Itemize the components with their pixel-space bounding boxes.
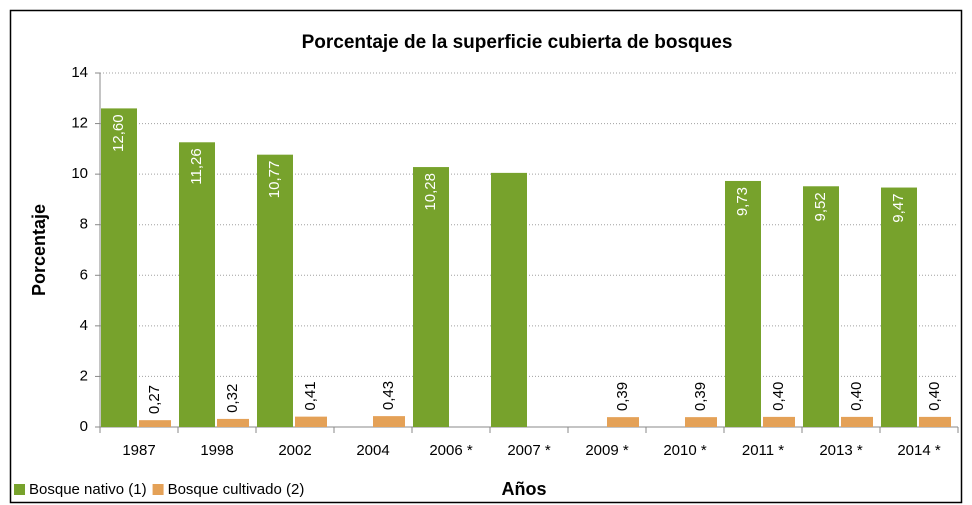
data-label: 0,39	[614, 382, 631, 411]
data-label: 0,40	[848, 382, 865, 411]
y-tick-label: 8	[80, 216, 88, 233]
bar	[257, 154, 293, 427]
data-label: 0,40	[926, 382, 943, 411]
bar	[295, 416, 327, 427]
data-label: 12,60	[110, 114, 127, 152]
x-tick-label: 2013 *	[819, 442, 863, 459]
bar	[413, 167, 449, 427]
bar	[685, 417, 717, 427]
y-tick-label: 2	[80, 367, 88, 384]
data-label: 0,43	[380, 381, 397, 410]
y-tick-label: 4	[80, 317, 88, 334]
bar	[139, 420, 171, 427]
x-tick-label: 2006 *	[429, 442, 473, 459]
legend-label: Bosque cultivado (2)	[168, 481, 305, 498]
bar	[725, 180, 761, 427]
bar	[179, 142, 215, 428]
x-tick-label: 2007 *	[507, 442, 551, 459]
x-tick-label: 2014 *	[897, 442, 941, 459]
legend-swatch	[152, 484, 164, 495]
data-label: 10,28	[422, 173, 439, 211]
data-label: 9,52	[812, 192, 829, 221]
bar	[919, 416, 951, 427]
data-label: 0,39	[692, 382, 709, 411]
data-label: 0,27	[146, 385, 163, 414]
x-tick-label: 2002	[278, 442, 311, 459]
data-label: 9,47	[890, 194, 907, 223]
x-tick-label: 1987	[122, 442, 155, 459]
data-label: 0,32	[224, 384, 241, 413]
y-axis-title: Porcentaje	[29, 204, 49, 296]
bar	[763, 416, 795, 427]
data-label: 10,77	[266, 161, 283, 199]
bar	[881, 187, 917, 427]
data-label: 0,40	[770, 382, 787, 411]
bar	[373, 416, 405, 427]
x-tick-label: 2010 *	[663, 442, 707, 459]
bar	[607, 417, 639, 427]
bar	[841, 416, 873, 427]
x-tick-label: 2009 *	[585, 442, 629, 459]
y-tick-label: 14	[71, 64, 88, 81]
y-tick-label: 0	[80, 418, 88, 435]
x-axis-title: Años	[502, 479, 547, 499]
x-tick-label: 2004	[356, 442, 389, 459]
bar	[491, 172, 527, 427]
chart-title: Porcentaje de la superficie cubierta de …	[302, 32, 733, 53]
bar	[101, 108, 137, 428]
x-tick-label: 1998	[200, 442, 233, 459]
y-tick-label: 6	[80, 266, 88, 283]
y-tick-label: 12	[71, 115, 88, 132]
bar	[217, 418, 249, 427]
data-label: 11,26	[188, 148, 205, 184]
y-tick-label: 10	[71, 165, 88, 182]
x-tick-label: 2011 *	[742, 442, 784, 459]
data-label: 0,41	[302, 381, 319, 410]
data-label: 9,73	[734, 187, 751, 216]
legend-label: Bosque nativo (1)	[29, 481, 147, 498]
legend-swatch	[14, 484, 25, 495]
bar	[803, 186, 839, 427]
